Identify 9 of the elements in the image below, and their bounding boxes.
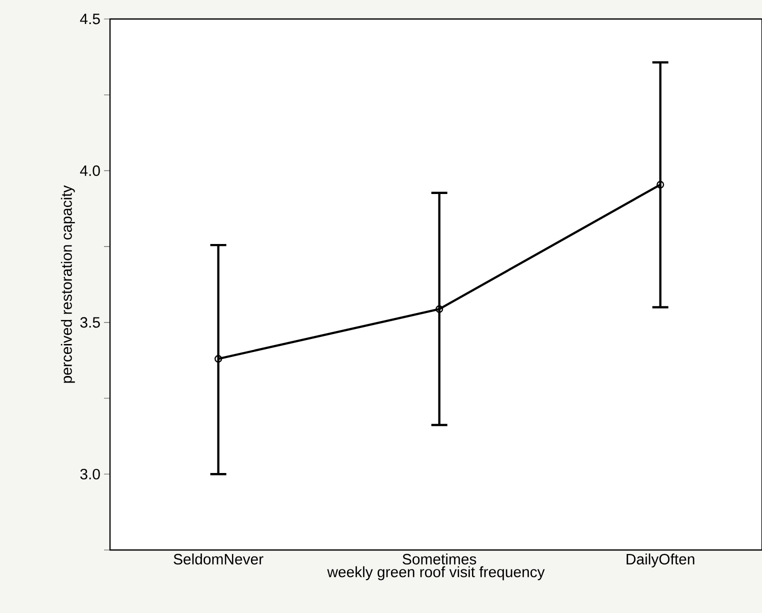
x-tick-label: DailyOften bbox=[626, 554, 694, 568]
y-tick-label: 4.0 bbox=[80, 165, 100, 176]
y-tick-label: 3.0 bbox=[80, 468, 100, 480]
y-axis-title: perceived restoration capacity bbox=[60, 185, 75, 383]
y-tick-label: 3.5 bbox=[80, 317, 100, 328]
y-tick-label: 4.5 bbox=[80, 14, 100, 24]
x-axis-title: weekly green roof visit frequency bbox=[327, 566, 545, 580]
x-tick-label: Sometimes bbox=[402, 554, 476, 564]
x-tick-label: SeldomNever bbox=[174, 554, 264, 564]
